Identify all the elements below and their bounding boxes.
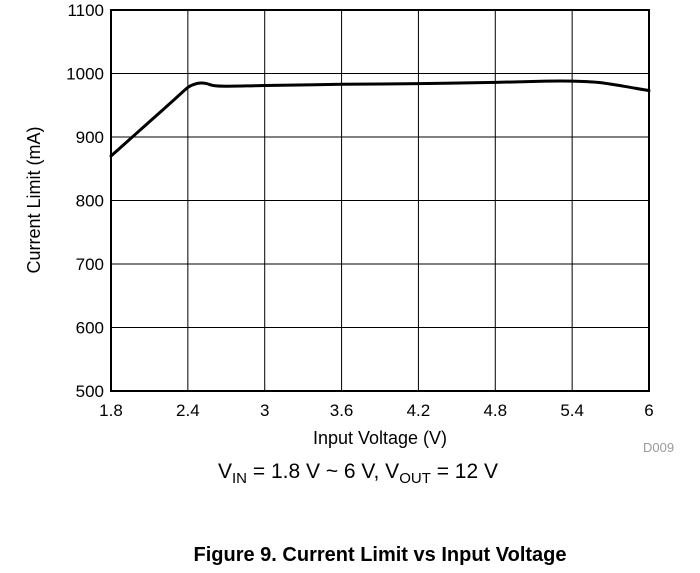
x-tick-label: 4.8 [483, 401, 507, 420]
y-tick-label: 1100 [67, 1, 104, 20]
x-axis-label: Input Voltage (V) [313, 428, 447, 448]
y-tick-labels: 500 600 700 800 900 1000 1100 [66, 1, 104, 401]
x-tick-label: 1.8 [99, 401, 123, 420]
x-tick-label: 5.4 [560, 401, 584, 420]
figure-caption: Figure 9. Current Limit vs Input Voltage [194, 544, 567, 566]
x-tick-labels: 1.8 2.4 3 3.6 4.2 4.8 5.4 6 [99, 401, 654, 420]
x-tick-label: 6 [644, 401, 653, 420]
y-tick-label: 600 [76, 319, 104, 338]
y-tick-label: 800 [76, 192, 104, 211]
x-tick-label: 4.2 [407, 401, 431, 420]
y-tick-label: 500 [76, 382, 104, 401]
gridlines [110, 9, 650, 392]
x-tick-label: 3.6 [330, 401, 354, 420]
conditions-text: VIN = 1.8 V ~ 6 V, VOUT = 12 V [218, 460, 498, 487]
y-axis-label: Current Limit (mA) [24, 126, 44, 273]
y-tick-label: 900 [76, 128, 104, 147]
plot-frame [110, 9, 650, 392]
x-tick-label: 3 [260, 401, 269, 420]
y-tick-label: 1000 [66, 65, 104, 84]
x-tick-label: 2.4 [176, 401, 200, 420]
figure-code: D009 [643, 440, 674, 455]
series-line [109, 79, 651, 158]
y-tick-label: 700 [76, 255, 104, 274]
